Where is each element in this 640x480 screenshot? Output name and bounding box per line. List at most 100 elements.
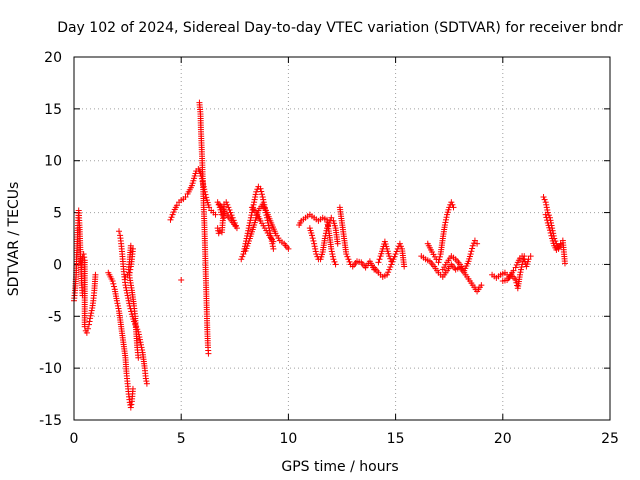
data-point	[83, 329, 90, 336]
data-point	[122, 282, 129, 289]
y-axis-title: SDTVAR / TECUs	[6, 182, 22, 297]
data-point	[270, 238, 277, 245]
data-point	[270, 245, 277, 252]
data-point	[512, 264, 519, 271]
data-point	[218, 211, 225, 218]
data-point	[520, 255, 527, 262]
data-point	[442, 216, 449, 223]
data-point	[252, 194, 259, 201]
data-point	[169, 211, 176, 218]
data-point	[327, 217, 334, 224]
y-tick-label: -15	[39, 413, 62, 429]
data-point	[375, 259, 382, 266]
data-point	[128, 401, 135, 408]
x-tick-label: 15	[387, 431, 405, 447]
data-point	[393, 248, 400, 255]
data-point	[543, 214, 550, 221]
data-point	[510, 267, 517, 274]
data-point	[387, 264, 394, 271]
data-point	[322, 232, 329, 239]
y-tick-label: 10	[44, 154, 62, 170]
x-tick-label: 10	[279, 431, 297, 447]
data-point	[544, 217, 551, 224]
data-point	[344, 253, 351, 260]
data-point	[212, 211, 219, 218]
data-point	[113, 297, 120, 304]
y-tick-label: 20	[44, 50, 62, 66]
data-point	[223, 199, 230, 206]
data-point	[110, 280, 117, 287]
data-point	[137, 339, 144, 346]
data-point	[246, 222, 253, 229]
data-point	[109, 278, 116, 285]
data-point	[512, 276, 519, 283]
data-point	[328, 248, 335, 255]
data-point	[546, 227, 553, 234]
data-point	[182, 194, 189, 201]
data-point	[122, 284, 129, 291]
data-point	[136, 336, 143, 343]
data-point	[252, 191, 259, 198]
data-point	[517, 269, 524, 276]
data-point	[397, 243, 404, 250]
data-point	[541, 196, 548, 203]
data-point	[135, 354, 142, 361]
data-point	[203, 194, 210, 201]
data-point	[247, 217, 254, 224]
data-point	[173, 202, 180, 209]
data-point	[311, 240, 318, 247]
data-point	[442, 219, 449, 226]
data-point	[86, 318, 93, 325]
data-point	[200, 183, 207, 190]
data-point	[115, 305, 122, 312]
data-point	[248, 212, 255, 219]
data-point	[544, 206, 551, 213]
data-point	[471, 237, 478, 244]
data-point	[247, 214, 254, 221]
data-point	[251, 199, 258, 206]
data-point	[525, 256, 532, 263]
data-point	[285, 245, 292, 252]
data-point	[345, 256, 352, 263]
x-axis-title: GPS time / hours	[281, 459, 398, 475]
data-point	[238, 256, 245, 263]
data-point	[214, 199, 221, 206]
data-point	[542, 199, 549, 206]
data-point	[325, 222, 332, 229]
data-point	[326, 219, 333, 226]
data-point	[143, 378, 150, 385]
data-point	[548, 232, 555, 239]
data-point	[389, 258, 396, 265]
data-point	[519, 261, 526, 268]
data-point	[92, 271, 99, 278]
data-point	[467, 251, 474, 258]
data-point	[474, 240, 481, 247]
data-point	[468, 248, 475, 255]
data-point	[240, 251, 247, 258]
data-point	[328, 245, 335, 252]
data-point	[123, 287, 130, 294]
data-point	[244, 230, 251, 237]
data-point	[323, 225, 330, 232]
data-point	[178, 276, 185, 283]
data-point	[328, 214, 335, 221]
data-point	[542, 211, 549, 218]
data-point	[268, 235, 275, 242]
data-point	[443, 214, 450, 221]
data-point	[401, 263, 408, 270]
grid	[74, 57, 610, 420]
data-point	[84, 325, 91, 332]
data-point	[329, 251, 336, 258]
data-point	[392, 251, 399, 258]
data-point	[215, 201, 222, 208]
axis-tick-labels: 0 5 10 15 20 25 -15 -10 -5 0 5 10 15 20	[39, 50, 619, 447]
data-point	[88, 310, 95, 317]
data-point	[386, 266, 393, 273]
data-point	[322, 230, 329, 237]
data-point	[543, 204, 550, 211]
data-point	[436, 253, 443, 260]
chart-title: Day 102 of 2024, Sidereal Day-to-day VTE…	[57, 20, 623, 36]
data-point	[436, 256, 443, 263]
data-point	[448, 199, 455, 206]
